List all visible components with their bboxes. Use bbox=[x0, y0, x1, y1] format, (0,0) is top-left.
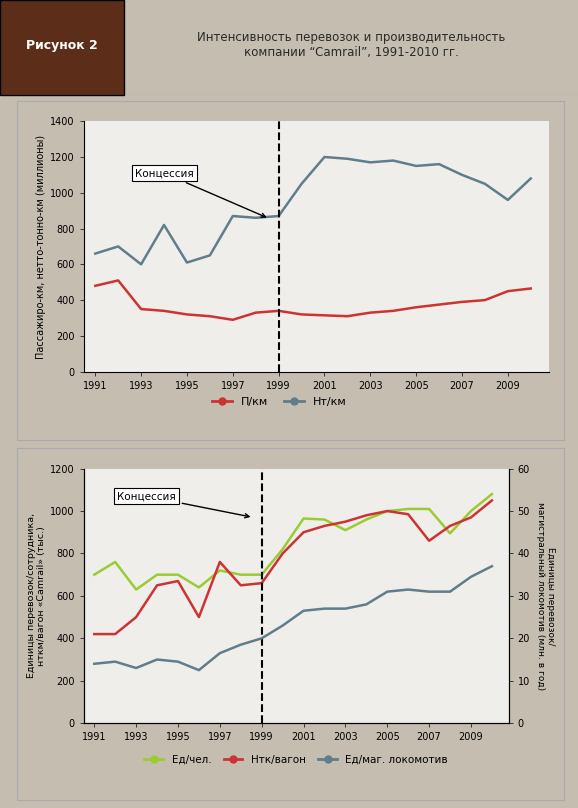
Text: Концессия: Концессия bbox=[135, 168, 265, 217]
Y-axis label: Пассажиро-км, нетто-тонно-км (миллионы): Пассажиро-км, нетто-тонно-км (миллионы) bbox=[36, 134, 46, 359]
Text: Рисунок 2: Рисунок 2 bbox=[26, 39, 98, 52]
Y-axis label: Единицы перевозок/сотрудника,
нткм/вагон «Camrail» (тыс.): Единицы перевозок/сотрудника, нткм/вагон… bbox=[27, 513, 46, 679]
Y-axis label: Единицы перевозок/
магистральный локомотив (млн. в год): Единицы перевозок/ магистральный локомот… bbox=[536, 502, 555, 690]
Legend: П/км, Нт/км: П/км, Нт/км bbox=[207, 393, 351, 411]
FancyBboxPatch shape bbox=[0, 0, 124, 95]
Legend: Ед/чел., Нтк/вагон, Ед/маг. локомотив: Ед/чел., Нтк/вагон, Ед/маг. локомотив bbox=[140, 751, 452, 769]
Text: Концессия: Концессия bbox=[117, 491, 249, 518]
Text: Интенсивность перевозок и производительность
компании “Camrail”, 1991-2010 гг.: Интенсивность перевозок и производительн… bbox=[197, 32, 505, 59]
